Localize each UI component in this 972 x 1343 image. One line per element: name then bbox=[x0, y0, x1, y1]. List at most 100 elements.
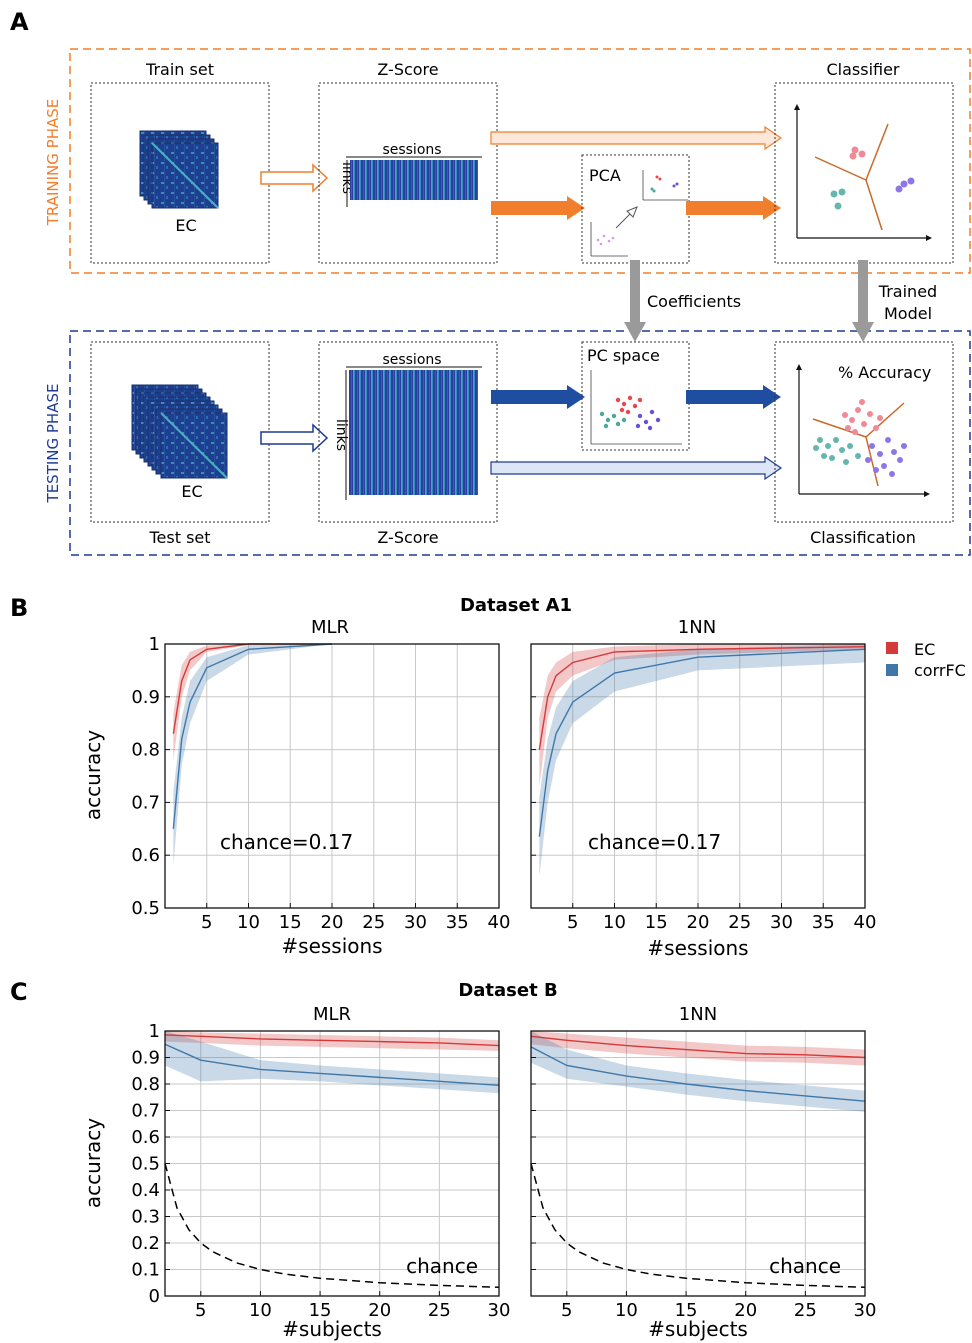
classifier-plot bbox=[794, 104, 932, 241]
train-set-title: Train set bbox=[145, 60, 214, 79]
y-tick-label: 0.7 bbox=[131, 1101, 160, 1122]
x-tick-label: 20 bbox=[321, 912, 344, 933]
x-tick-label: 20 bbox=[368, 1300, 391, 1321]
series-line-ec bbox=[530, 1035, 866, 1059]
legend-label-corrfc: corrFC bbox=[914, 661, 966, 680]
series-line-chance bbox=[530, 1163, 866, 1289]
x-tick-label: 15 bbox=[675, 1300, 698, 1321]
zscore-to-classification-arrow bbox=[490, 455, 783, 481]
legend-label-ec: EC bbox=[914, 640, 935, 659]
x-tick-label: 10 bbox=[615, 1300, 638, 1321]
zscore-top-matrix bbox=[350, 160, 478, 200]
y-tick-label: 0.5 bbox=[131, 898, 160, 919]
pca-to-classifier-arrow bbox=[686, 196, 781, 220]
legend-swatch-corrfc bbox=[886, 664, 898, 676]
x-tick-label: 30 bbox=[770, 912, 793, 933]
x-tick-label: 25 bbox=[362, 912, 385, 933]
series-line-corrfc bbox=[172, 643, 333, 829]
pcspace-title: PC space bbox=[587, 346, 660, 365]
zscore-top-sessions: sessions bbox=[382, 142, 441, 158]
classifier-title: Classifier bbox=[826, 60, 899, 79]
y-tick-label: 0.2 bbox=[131, 1233, 160, 1254]
x-tick-label: 15 bbox=[309, 1300, 332, 1321]
y-tick-label: 0.7 bbox=[131, 792, 160, 813]
y-tick-label: 1 bbox=[149, 634, 160, 655]
classifier-box bbox=[774, 82, 954, 264]
zscore-to-classifier-arrow bbox=[490, 125, 783, 151]
train-to-zscore-arrow bbox=[260, 163, 329, 193]
x-tick-label: 40 bbox=[488, 912, 511, 933]
zscore-top-box bbox=[318, 82, 498, 264]
x-tick-label: 5 bbox=[201, 912, 212, 933]
band-ec bbox=[173, 644, 332, 761]
x-tick-label: 15 bbox=[645, 912, 668, 933]
y-tick-label: 0.6 bbox=[131, 1127, 160, 1148]
x-tick-label: 30 bbox=[404, 912, 427, 933]
legend-swatch-ec bbox=[886, 642, 898, 654]
chart-c-1nn: 5 10 15 20 25 30 1NN #subjects chance bbox=[530, 1004, 877, 1341]
y-tick-label: 0.6 bbox=[131, 845, 160, 866]
train-ec-label: EC bbox=[175, 216, 196, 235]
trained-model-arrow bbox=[852, 260, 874, 342]
zscore-to-pca-arrow bbox=[491, 196, 585, 220]
band-ec bbox=[531, 1031, 865, 1066]
band-corrfc bbox=[165, 1031, 499, 1094]
coefficients-label: Coefficients bbox=[647, 292, 741, 311]
panel-a-letter: A bbox=[10, 8, 29, 36]
chart-b-mlr: 5 10 15 20 25 30 35 40 0.5 0.6 0.7 0.8 0.9 1 MLR #sessi… bbox=[81, 617, 510, 958]
test-to-zscore-arrow bbox=[260, 423, 329, 453]
y-tick-label: 0.9 bbox=[131, 1048, 160, 1069]
zscore-bottom-links: links bbox=[333, 419, 349, 451]
training-phase-frame bbox=[69, 48, 971, 274]
panel-c-letter: C bbox=[10, 978, 28, 1006]
zscore-bottom-matrix bbox=[349, 370, 478, 495]
panel-c-title: Dataset B bbox=[458, 980, 557, 1001]
test-ec-stack bbox=[131, 384, 228, 479]
chart-b-1nn: 5 10 15 20 25 30 35 40 1NN #sessions chance=0.17 bbox=[530, 617, 877, 960]
training-phase-label: TRAINING PHASE bbox=[44, 99, 62, 227]
x-tick-label: 30 bbox=[854, 1300, 877, 1321]
y-tick-label: 0.3 bbox=[131, 1207, 160, 1228]
classification-title: Classification bbox=[810, 528, 916, 547]
coefficients-arrow bbox=[624, 260, 646, 342]
pcspace-to-classification-arrow bbox=[686, 385, 781, 409]
testing-phase-frame bbox=[69, 330, 971, 556]
series-line-corrfc bbox=[530, 1046, 866, 1102]
y-tick-label: 0 bbox=[149, 1286, 160, 1307]
train-ec-stack bbox=[139, 130, 219, 209]
classification-box bbox=[774, 341, 954, 523]
x-tick-label: 40 bbox=[854, 912, 877, 933]
series-line-corrfc bbox=[538, 648, 866, 837]
y-tick-label: 0.4 bbox=[131, 1180, 160, 1201]
chance-annotation: chance=0.17 bbox=[588, 830, 721, 854]
x-tick-label: 5 bbox=[561, 1300, 572, 1321]
x-tick-label: 5 bbox=[195, 1300, 206, 1321]
x-tick-label: 35 bbox=[446, 912, 469, 933]
x-tick-label: 25 bbox=[728, 912, 751, 933]
pcspace-plot bbox=[590, 370, 682, 445]
chart-title: 1NN bbox=[678, 617, 716, 638]
trained-model-label-2: Model bbox=[884, 304, 932, 323]
series-line-ec bbox=[164, 1034, 500, 1047]
x-tick-label: 20 bbox=[734, 1300, 757, 1321]
classification-plot bbox=[796, 364, 930, 497]
zscore-bottom-title: Z-Score bbox=[377, 528, 438, 547]
x-tick-label: 10 bbox=[249, 1300, 272, 1321]
y-tick-label: 0.8 bbox=[131, 740, 160, 761]
band-ec bbox=[539, 644, 865, 787]
x-axis-label: #sessions bbox=[647, 936, 748, 960]
test-ec-label: EC bbox=[181, 482, 202, 501]
panel-b-letter: B bbox=[10, 594, 28, 622]
chance-annotation: chance=0.17 bbox=[220, 830, 353, 854]
y-tick-label: 0.9 bbox=[131, 687, 160, 708]
x-tick-label: 30 bbox=[488, 1300, 511, 1321]
x-tick-label: 10 bbox=[603, 912, 626, 933]
y-tick-label: 0.1 bbox=[131, 1260, 160, 1281]
y-tick-label: 0.5 bbox=[131, 1154, 160, 1175]
series-line-ec bbox=[538, 645, 866, 750]
chart-title: MLR bbox=[313, 1004, 351, 1025]
x-axis-label: #subjects bbox=[282, 1317, 382, 1341]
x-tick-label: 15 bbox=[279, 912, 302, 933]
pca-title: PCA bbox=[589, 166, 621, 185]
series-line-chance bbox=[164, 1163, 500, 1289]
